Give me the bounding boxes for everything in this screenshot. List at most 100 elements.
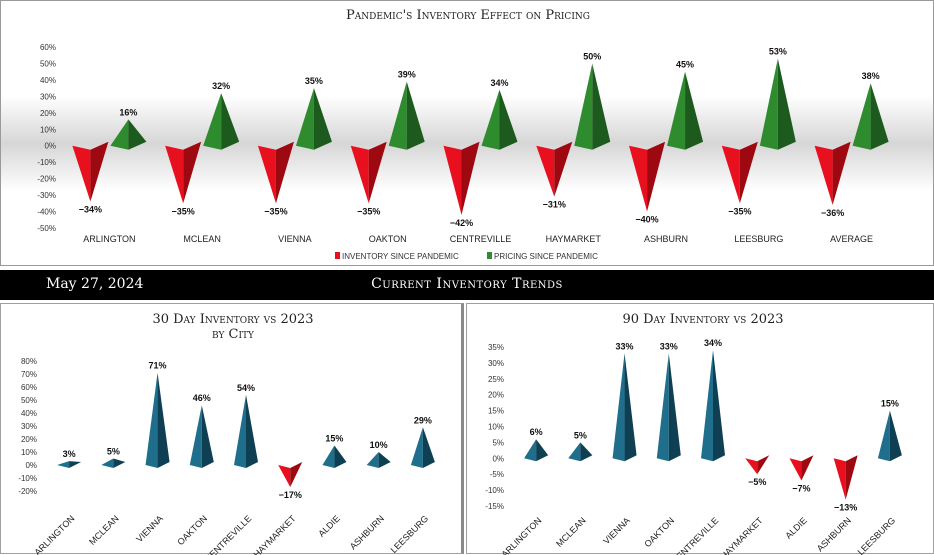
- pyramid-bar: [410, 427, 435, 468]
- data-label: 5%: [107, 447, 120, 457]
- legend-swatch-pricing: [487, 252, 492, 259]
- y-tick-label: -30%: [37, 191, 56, 200]
- y-tick-label: 5%: [492, 438, 504, 447]
- y-tick-label: -20%: [18, 487, 37, 496]
- y-tick-label: 30%: [21, 422, 37, 431]
- x-category-label: McLean: [554, 515, 588, 549]
- data-label: 35%: [305, 76, 323, 86]
- pyramid-bar: [524, 439, 549, 462]
- y-tick-label: -50%: [37, 224, 56, 233]
- pyramid-bar: [629, 141, 666, 212]
- data-label: −36%: [821, 208, 844, 218]
- data-label: −17%: [279, 490, 302, 500]
- x-category-label: Centreville: [450, 234, 512, 244]
- y-tick-label: 30%: [40, 92, 56, 101]
- y-tick-label: -15%: [485, 502, 504, 511]
- pyramid-bar: [877, 410, 902, 462]
- pyramid-bar: [72, 141, 109, 202]
- data-label: −34%: [79, 205, 102, 215]
- chart-title: 90 Day Inventory vs 2023: [622, 312, 783, 327]
- pyramid-bar: [278, 462, 303, 488]
- data-label: −31%: [543, 200, 566, 210]
- y-tick-label: 50%: [40, 59, 56, 68]
- pandemic-chart-panel: Pandemic's Inventory Effect on Pricing 6…: [0, 0, 934, 266]
- pyramid-bar: [789, 455, 814, 481]
- pyramid-bar: [165, 141, 202, 204]
- data-label: 39%: [398, 70, 416, 80]
- pyramid-bar: [295, 88, 332, 150]
- y-tick-label: 0%: [492, 454, 504, 463]
- x-category-label: Leesburg: [389, 513, 431, 555]
- pyramid-bar: [721, 141, 758, 204]
- pyramid-bar: [110, 119, 147, 150]
- data-label: 38%: [862, 71, 880, 81]
- x-category-label: Vienna: [601, 515, 632, 546]
- y-tick-label: 10%: [488, 423, 504, 432]
- x-category-label: Centreville: [670, 515, 721, 555]
- report-date: May 27, 2024: [46, 276, 144, 292]
- data-label: 71%: [149, 361, 167, 371]
- y-tick-label: 20%: [488, 391, 504, 400]
- thirty-day-chart: 30 Day Inventory vs 2023 by City 80% 70% 6…: [18, 312, 435, 555]
- y-tick-label: -40%: [37, 208, 56, 217]
- data-label: 45%: [676, 60, 694, 70]
- y-tick-label: 70%: [21, 370, 37, 379]
- ninety-day-chart: 90 Day Inventory vs 2023 35% 30% 25% 20% 15%…: [485, 312, 902, 555]
- legend-label-inventory: Inventory Since Pandemic: [342, 252, 459, 261]
- pyramid-bar: [574, 63, 611, 150]
- pyramid-bar: [656, 353, 681, 462]
- y-tick-label: 15%: [488, 407, 504, 416]
- x-category-label: Arlington: [499, 515, 543, 555]
- data-label: −13%: [834, 503, 857, 513]
- y-tick-label: -10%: [485, 486, 504, 495]
- data-label: −35%: [172, 206, 195, 216]
- x-category-label: Leesburg: [734, 234, 783, 244]
- x-category-label: Haymarket: [718, 515, 765, 555]
- data-label: 15%: [325, 434, 343, 444]
- data-label: −5%: [748, 477, 766, 487]
- y-tick-label: 30%: [488, 359, 504, 368]
- x-category-label: Oakton: [175, 513, 209, 547]
- y-tick-label: -10%: [18, 474, 37, 483]
- pyramid-bar: [257, 141, 294, 204]
- y-tick-label: 80%: [21, 357, 37, 366]
- chart-subtitle: by City: [212, 327, 255, 342]
- x-category-label: Ashburn: [348, 513, 386, 551]
- data-label: 33%: [616, 341, 634, 351]
- pyramid-bar: [481, 89, 518, 150]
- data-label: 32%: [212, 81, 230, 91]
- ninety-day-chart-panel: 90 Day Inventory vs 2023 35% 30% 25% 20% 15%…: [466, 303, 934, 555]
- y-tick-label: 40%: [40, 76, 56, 85]
- pyramid-bar: [189, 405, 214, 468]
- x-category-label: Leesburg: [856, 515, 898, 555]
- x-category-label: Average: [830, 234, 873, 244]
- pyramid-bar: [833, 455, 858, 500]
- x-category-label: Aldie: [783, 515, 808, 540]
- y-tick-label: 20%: [40, 109, 56, 118]
- chart-title: 30 Day Inventory vs 2023: [152, 312, 313, 327]
- data-label: 50%: [583, 51, 601, 61]
- x-category-label: McLean: [87, 513, 121, 547]
- pyramid-bar: [388, 81, 425, 150]
- pyramid-bar: [667, 71, 704, 150]
- data-label: 34%: [704, 338, 722, 348]
- pyramid-bar: [145, 372, 170, 468]
- data-label: 10%: [370, 440, 388, 450]
- y-tick-label: 35%: [488, 343, 504, 352]
- x-category-label: McLean: [183, 234, 221, 244]
- data-label: 29%: [414, 415, 432, 425]
- legend: Inventory Since Pandemic Pricing Since P…: [335, 252, 598, 261]
- data-label: 34%: [490, 78, 508, 88]
- pyramid-bar: [322, 445, 347, 468]
- y-tick-label: 40%: [21, 409, 37, 418]
- data-label: 6%: [530, 427, 543, 437]
- y-tick-label: 10%: [21, 448, 37, 457]
- data-label: 33%: [660, 341, 678, 351]
- y-tick-label: -20%: [37, 175, 56, 184]
- pyramid-bar: [759, 58, 796, 150]
- x-category-label: Centreville: [203, 513, 254, 555]
- x-category-label: Oakton: [642, 515, 676, 549]
- data-label: 53%: [769, 47, 787, 57]
- data-label: 15%: [881, 399, 899, 409]
- pyramid-bar: [366, 452, 391, 468]
